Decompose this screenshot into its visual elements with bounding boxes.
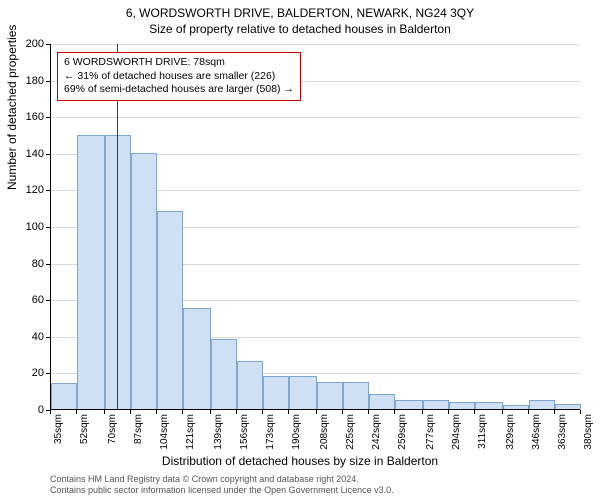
- footer-attribution: Contains HM Land Registry data © Crown c…: [50, 474, 394, 497]
- y-tick-label: 0: [10, 404, 44, 416]
- x-tick-label: 52sqm: [79, 414, 90, 444]
- y-tick-mark: [46, 190, 50, 191]
- x-tick-mark: [210, 410, 211, 414]
- x-tick-label: 259sqm: [397, 414, 408, 450]
- y-ticks: 020406080100120140160180200: [50, 44, 580, 410]
- x-tick-label: 121sqm: [185, 414, 196, 450]
- x-tick-mark: [394, 410, 395, 414]
- y-tick-label: 200: [10, 38, 44, 50]
- x-tick-label: 225sqm: [345, 414, 356, 450]
- x-tick-label: 208sqm: [319, 414, 330, 450]
- x-tick-mark: [502, 410, 503, 414]
- x-tick-label: 363sqm: [557, 414, 568, 450]
- y-tick-mark: [46, 227, 50, 228]
- y-tick-mark: [46, 81, 50, 82]
- x-tick-mark: [474, 410, 475, 414]
- x-axis-label: Distribution of detached houses by size …: [0, 454, 600, 468]
- x-tick-label: 156sqm: [239, 414, 250, 450]
- y-tick-label: 120: [10, 184, 44, 196]
- y-tick-mark: [46, 44, 50, 45]
- y-tick-label: 140: [10, 148, 44, 160]
- chart-subtitle: Size of property relative to detached ho…: [0, 20, 600, 36]
- x-tick-mark: [130, 410, 131, 414]
- x-tick-label: 346sqm: [531, 414, 542, 450]
- x-tick-mark: [342, 410, 343, 414]
- y-tick-label: 80: [10, 258, 44, 270]
- y-tick-mark: [46, 300, 50, 301]
- x-tick-mark: [76, 410, 77, 414]
- x-tick-label: 190sqm: [291, 414, 302, 450]
- x-ticks: 35sqm 52sqm 70sqm 87sqm 104sqm 121sqm 139sqm 15…: [50, 410, 580, 460]
- x-tick-label: 173sqm: [265, 414, 276, 450]
- x-tick-mark: [580, 410, 581, 414]
- x-tick-label: 311sqm: [477, 414, 488, 449]
- x-tick-mark: [422, 410, 423, 414]
- y-tick-label: 180: [10, 75, 44, 87]
- y-tick-mark: [46, 117, 50, 118]
- x-tick-mark: [104, 410, 105, 414]
- footer-line-1: Contains HM Land Registry data © Crown c…: [50, 474, 394, 485]
- x-tick-label: 70sqm: [107, 414, 118, 444]
- x-tick-label: 87sqm: [133, 414, 144, 444]
- x-tick-label: 294sqm: [451, 414, 462, 450]
- x-tick-mark: [262, 410, 263, 414]
- y-tick-mark: [46, 373, 50, 374]
- x-tick-label: 139sqm: [213, 414, 224, 450]
- x-tick-label: 329sqm: [505, 414, 516, 450]
- x-tick-label: 35sqm: [53, 414, 64, 444]
- address-title: 6, WORDSWORTH DRIVE, BALDERTON, NEWARK, …: [0, 0, 600, 20]
- y-tick-label: 160: [10, 111, 44, 123]
- y-tick-label: 60: [10, 294, 44, 306]
- x-tick-mark: [554, 410, 555, 414]
- x-tick-mark: [288, 410, 289, 414]
- y-tick-mark: [46, 337, 50, 338]
- y-tick-label: 100: [10, 221, 44, 233]
- x-tick-mark: [528, 410, 529, 414]
- x-tick-mark: [156, 410, 157, 414]
- x-tick-mark: [316, 410, 317, 414]
- y-tick-mark: [46, 154, 50, 155]
- y-tick-label: 20: [10, 367, 44, 379]
- y-tick-mark: [46, 264, 50, 265]
- x-tick-mark: [236, 410, 237, 414]
- y-tick-label: 40: [10, 331, 44, 343]
- x-tick-mark: [448, 410, 449, 414]
- x-tick-label: 380sqm: [583, 414, 594, 450]
- x-tick-label: 277sqm: [425, 414, 436, 450]
- x-tick-label: 104sqm: [159, 414, 170, 450]
- x-tick-mark: [182, 410, 183, 414]
- footer-line-2: Contains public sector information licen…: [50, 485, 394, 496]
- chart-area: 6 WORDSWORTH DRIVE: 78sqm ← 31% of detac…: [50, 44, 580, 410]
- x-tick-mark: [368, 410, 369, 414]
- x-tick-label: 242sqm: [371, 414, 382, 450]
- x-tick-mark: [50, 410, 51, 414]
